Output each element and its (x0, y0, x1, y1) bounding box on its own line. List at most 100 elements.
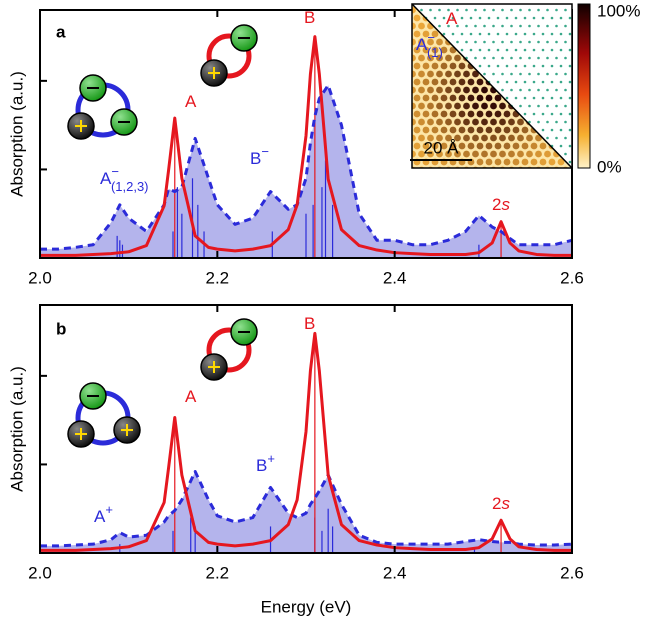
lattice-site (568, 32, 572, 36)
lattice-site (568, 96, 572, 100)
heatmap-spot (485, 94, 493, 102)
heatmap-spot (521, 158, 529, 166)
lattice-site (528, 104, 531, 108)
lattice-site (568, 16, 572, 20)
lattice-site (505, 32, 509, 36)
lattice-site (537, 104, 540, 108)
lattice-site (411, 169, 414, 172)
heatmap-spot (454, 118, 461, 126)
heatmap-spot (539, 158, 547, 166)
heatmap-spot (413, 78, 421, 86)
heatmap-spot (422, 110, 430, 118)
lattice-site (443, 1, 446, 4)
lattice-site (528, 24, 531, 28)
lattice-site (523, 16, 527, 20)
x-tick-label: 2.2 (206, 268, 230, 287)
heatmap-spot (405, 0, 412, 5)
annotation: A (185, 92, 197, 111)
heatmap-spot (517, 118, 524, 126)
heatmap-spot (445, 70, 452, 78)
heatmap-spot (454, 54, 461, 62)
lattice-site (528, 8, 531, 12)
heatmap-spot (445, 134, 452, 142)
lattice-site (568, 128, 572, 132)
lattice-site (487, 16, 491, 20)
lattice-site (425, 1, 428, 4)
heatmap-spot (418, 86, 425, 94)
diagonal (411, 3, 573, 169)
lattice-site (515, 1, 518, 4)
lattice-site (434, 1, 437, 4)
lattice-site (456, 8, 459, 12)
heatmap-spot (494, 126, 502, 134)
heatmap-spot (476, 78, 484, 86)
lattice-site (519, 88, 522, 92)
heatmap-spot (512, 142, 520, 150)
heatmap-spot (467, 94, 475, 102)
panel-label: b (56, 319, 66, 338)
annotation: 2s (492, 195, 510, 214)
heatmap-spot (436, 102, 443, 110)
lattice-site (407, 1, 410, 4)
heatmap-spot (445, 102, 452, 110)
heatmap-spot (431, 142, 439, 150)
lattice-site (496, 32, 500, 36)
lattice-site (465, 24, 468, 28)
heatmap-spot (454, 102, 461, 110)
heatmap-spot (472, 102, 479, 110)
lattice-site (407, 49, 410, 52)
heatmap-spot (413, 62, 421, 70)
heatmap-spot (449, 126, 457, 134)
annotation-sup: + (105, 502, 113, 517)
lattice-site (564, 136, 567, 140)
inset-frame (411, 3, 573, 169)
lattice-site (523, 48, 527, 52)
lattice-site (506, 1, 509, 4)
lattice-site (510, 40, 513, 44)
lattice-site (541, 16, 545, 20)
heatmap-spot (508, 118, 515, 126)
heatmap-spot (490, 150, 497, 158)
lattice-site (456, 24, 459, 28)
lattice-site (496, 48, 500, 52)
lattice-site (447, 8, 450, 12)
lattice-site (438, 8, 441, 12)
lattice-site (541, 48, 545, 52)
lattice-site (555, 40, 558, 44)
heatmap-spot (476, 158, 484, 166)
spectrum-line (40, 331, 572, 552)
heatmap-spot (445, 86, 452, 94)
lattice-site (541, 112, 545, 116)
heatmap-spot (503, 126, 511, 134)
lattice-site (537, 24, 540, 28)
heatmap-spot (449, 142, 457, 150)
annotation: B+ (256, 451, 275, 475)
heatmap-spot (512, 158, 520, 166)
heatmap-spot (467, 142, 475, 150)
y-axis-label: Absorption (a.u.) (7, 71, 26, 197)
heatmap-spot (431, 46, 439, 54)
heatmap-spot (526, 134, 533, 142)
lattice-site (407, 129, 410, 132)
lattice-site (537, 8, 540, 12)
lattice-site (470, 1, 473, 4)
lattice-site (496, 16, 500, 20)
heatmap-spot (422, 30, 430, 38)
lattice-site (568, 64, 572, 68)
lattice-site (483, 72, 486, 76)
lattice-site (407, 113, 410, 116)
lattice-site (582, 169, 585, 172)
lattice-site (559, 128, 563, 132)
lattice-site (559, 112, 563, 116)
lattice-site (510, 88, 513, 92)
lattice-site (550, 64, 554, 68)
heatmap-spot (485, 158, 493, 166)
heatmap-spot (413, 30, 421, 38)
lattice-site (560, 1, 563, 4)
lattice-site (555, 104, 558, 108)
lattice-site (488, 1, 491, 4)
lattice-site (483, 8, 486, 12)
lattice-site (487, 32, 491, 36)
lattice-site (578, 1, 581, 4)
